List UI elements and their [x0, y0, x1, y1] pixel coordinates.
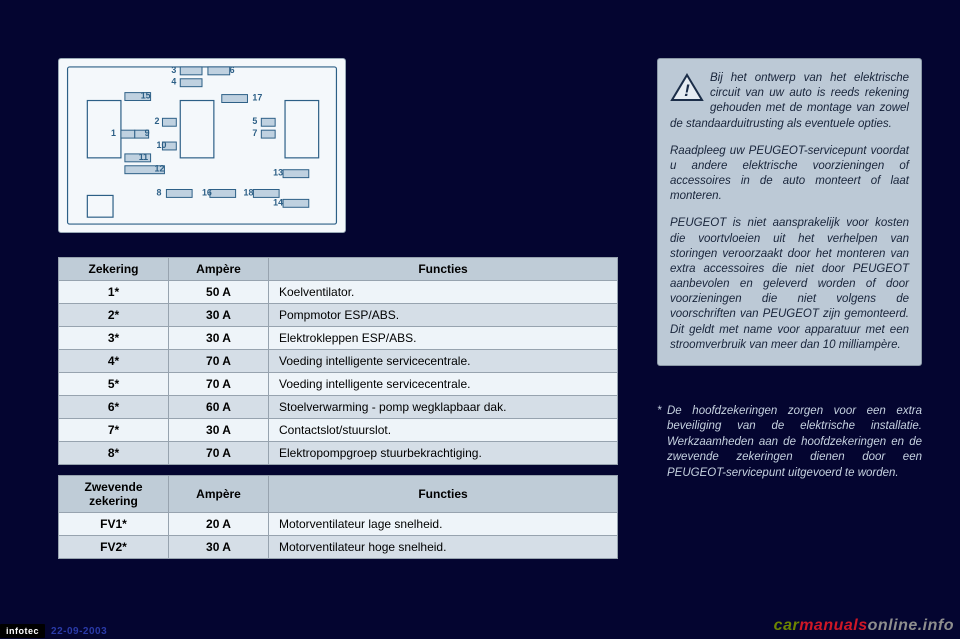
- note-p1-text: Bij het ontwerp van het elektrische circ…: [670, 72, 909, 130]
- svg-text:3: 3: [171, 65, 176, 75]
- table-cell: 60 A: [169, 396, 269, 419]
- table-cell: 50 A: [169, 281, 269, 304]
- warning-triangle-icon: !: [670, 73, 704, 103]
- svg-text:10: 10: [157, 140, 167, 150]
- svg-text:8: 8: [157, 187, 162, 197]
- svg-text:18: 18: [244, 187, 254, 197]
- watermark-c: online.info: [868, 617, 954, 634]
- table-cell: 30 A: [169, 536, 269, 559]
- table-row: FV2*30 AMotorventilateur hoge snelheid.: [59, 536, 618, 559]
- table-cell: 3*: [59, 327, 169, 350]
- svg-text:13: 13: [273, 168, 283, 178]
- t2-h1: Zwevende zekering: [59, 476, 169, 513]
- infotec-badge: infotec: [0, 624, 45, 638]
- svg-text:6: 6: [230, 65, 235, 75]
- fusebox-svg: 3 6 4 15 17 2 5 1 9 7 10 11 12 13 8 16 18 14: [59, 59, 345, 232]
- t1-h1: Zekering: [59, 258, 169, 281]
- infotec-footer: infotec 22-09-2003: [0, 623, 107, 639]
- watermark-b: manuals: [799, 617, 867, 634]
- right-column: ! Bij het ontwerp van het elektrische ci…: [657, 58, 922, 482]
- table-cell: Motorventilateur lage snelheid.: [269, 513, 618, 536]
- table-cell: 70 A: [169, 442, 269, 465]
- table-cell: Voeding intelligente servicecentrale.: [269, 373, 618, 396]
- note-p1: ! Bij het ontwerp van het elektrische ci…: [670, 71, 909, 132]
- table-cell: Elektrokleppen ESP/ABS.: [269, 327, 618, 350]
- table-cell: FV2*: [59, 536, 169, 559]
- svg-text:16: 16: [202, 187, 212, 197]
- note-p3: PEUGEOT is niet aansprakelijk voor koste…: [670, 216, 909, 353]
- note-p2: Raadpleeg uw PEUGEOT-ser­vicepunt voorda…: [670, 144, 909, 205]
- left-column: 3 6 4 15 17 2 5 1 9 7 10 11 12 13 8 16 18 14 Zekering Amp…: [58, 58, 618, 569]
- table-cell: 30 A: [169, 419, 269, 442]
- table-cell: 4*: [59, 350, 169, 373]
- table-cell: 8*: [59, 442, 169, 465]
- svg-text:!: !: [684, 81, 690, 100]
- svg-text:17: 17: [252, 93, 262, 103]
- svg-text:4: 4: [171, 77, 176, 87]
- table-cell: 70 A: [169, 350, 269, 373]
- warning-note: ! Bij het ontwerp van het elektrische ci…: [657, 58, 922, 366]
- svg-text:11: 11: [139, 152, 148, 162]
- table-row: 6*60 AStoelverwarming - pomp wegklapbaar…: [59, 396, 618, 419]
- svg-text:5: 5: [252, 116, 257, 126]
- table-cell: Pompmotor ESP/ABS.: [269, 304, 618, 327]
- svg-text:9: 9: [145, 128, 150, 138]
- infotec-date: 22-09-2003: [51, 626, 107, 637]
- t2-h2: Ampère: [169, 476, 269, 513]
- table-cell: Stoelverwarming - pomp wegklapbaar dak.: [269, 396, 618, 419]
- table-cell: 7*: [59, 419, 169, 442]
- table-cell: 20 A: [169, 513, 269, 536]
- table-row: 5*70 AVoeding intelligente servicecentra…: [59, 373, 618, 396]
- svg-text:2: 2: [155, 116, 160, 126]
- table-cell: 6*: [59, 396, 169, 419]
- footnote-text: De hoofdzekeringen zorgen voor een extra…: [667, 405, 922, 479]
- svg-text:14: 14: [273, 197, 283, 207]
- svg-text:12: 12: [155, 164, 165, 174]
- fuse-table-2: Zwevende zekering Ampère Functies FV1*20…: [58, 475, 618, 559]
- table-row: 3*30 AElektrokleppen ESP/ABS.: [59, 327, 618, 350]
- table-cell: 1*: [59, 281, 169, 304]
- fusebox-diagram: 3 6 4 15 17 2 5 1 9 7 10 11 12 13 8 16 18 14: [58, 58, 346, 233]
- footnote: * De hoofdzekeringen zorgen voor een ext…: [657, 404, 922, 482]
- table-cell: 70 A: [169, 373, 269, 396]
- table-cell: 2*: [59, 304, 169, 327]
- table-row: 2*30 APompmotor ESP/ABS.: [59, 304, 618, 327]
- svg-text:1: 1: [111, 128, 116, 138]
- footnote-star: *: [657, 404, 661, 420]
- table-cell: 30 A: [169, 327, 269, 350]
- table-row: 4*70 AVoeding intelligente servicecentra…: [59, 350, 618, 373]
- t1-h3: Functies: [269, 258, 618, 281]
- table-cell: FV1*: [59, 513, 169, 536]
- t1-h2: Ampère: [169, 258, 269, 281]
- svg-text:7: 7: [252, 128, 257, 138]
- table-row: FV1*20 AMotorventilateur lage snelheid.: [59, 513, 618, 536]
- table-row: 8*70 AElektropompgroep stuurbekrachtigin…: [59, 442, 618, 465]
- table-cell: 30 A: [169, 304, 269, 327]
- t2-h3: Functies: [269, 476, 618, 513]
- fuse-table-1: Zekering Ampère Functies 1*50 AKoelventi…: [58, 257, 618, 465]
- table-cell: Voeding intelligente servicecentrale.: [269, 350, 618, 373]
- table-row: 1*50 AKoelventilator.: [59, 281, 618, 304]
- svg-text:15: 15: [141, 91, 151, 101]
- table-cell: Contactslot/stuurslot.: [269, 419, 618, 442]
- table-row: 7*30 AContactslot/stuurslot.: [59, 419, 618, 442]
- table-cell: Motorventilateur hoge snelheid.: [269, 536, 618, 559]
- watermark-a: car: [774, 617, 800, 634]
- table-cell: Koelventilator.: [269, 281, 618, 304]
- watermark: carmanualsonline.info: [774, 617, 954, 635]
- table-cell: 5*: [59, 373, 169, 396]
- table-cell: Elektropompgroep stuurbekrachtiging.: [269, 442, 618, 465]
- manual-page: 3 6 4 15 17 2 5 1 9 7 10 11 12 13 8 16 18 14 Zekering Amp…: [0, 0, 960, 639]
